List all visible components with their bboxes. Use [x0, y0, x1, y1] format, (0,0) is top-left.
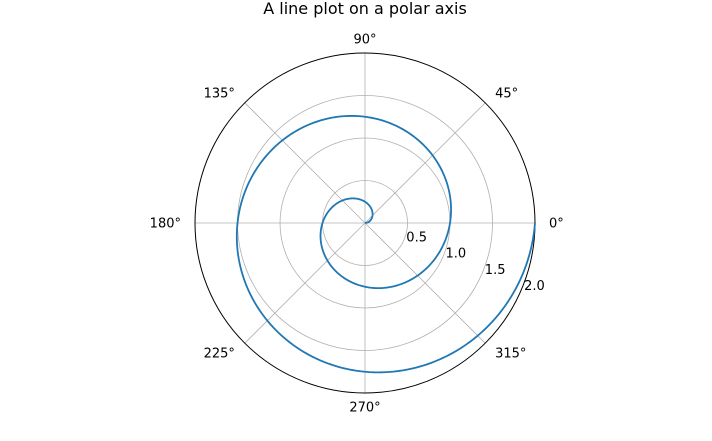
- series-line: [235, 114, 536, 374]
- theta-tick-label: 0°: [549, 217, 564, 232]
- tick-labels: 0° 45° 90° 135° 180° 225° 270° 315° 0.5 1.0 1.5 2.0: [150, 33, 564, 416]
- theta-tick-label: 270°: [349, 401, 380, 416]
- series-group: [235, 114, 536, 374]
- r-tick-label: 1.0: [446, 247, 467, 262]
- chart-title: A line plot on a polar axis: [263, 0, 467, 18]
- theta-tick-label: 315°: [495, 347, 526, 362]
- r-tick-label: 0.5: [406, 230, 427, 245]
- r-tick-label: 2.0: [524, 279, 545, 294]
- theta-tick-label: 45°: [495, 86, 518, 101]
- theta-tick-label: 135°: [204, 86, 235, 101]
- theta-tick-label: 90°: [353, 33, 376, 48]
- r-tick-label: 1.5: [485, 263, 506, 278]
- theta-tick-label: 225°: [204, 347, 235, 362]
- theta-tick-label: 180°: [150, 217, 181, 232]
